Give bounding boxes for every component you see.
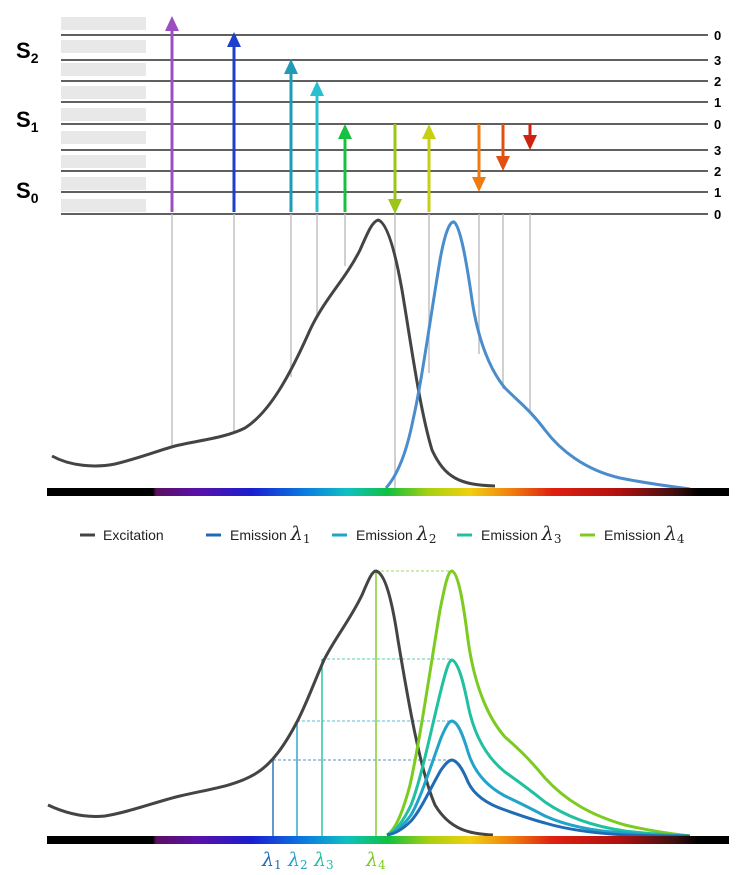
emission-arrow xyxy=(523,124,537,150)
spectrum-bar-top xyxy=(47,488,729,496)
legend-item-excitation: Excitation xyxy=(80,527,164,543)
vib-label: 3 xyxy=(714,143,721,158)
guide-lines xyxy=(273,570,452,761)
vib-label: 1 xyxy=(714,185,721,200)
excitation-curve-bottom xyxy=(47,569,494,837)
emission-curve-lambda3 xyxy=(386,658,691,838)
state-label-s0: S0 xyxy=(16,178,39,206)
lambda-1-label: λ1 xyxy=(261,849,282,872)
vibration-bands xyxy=(61,17,146,212)
absorption-arrow xyxy=(227,32,241,212)
emission-curve-lambda4 xyxy=(386,569,691,838)
projection-lines xyxy=(171,214,531,488)
emission-arrows xyxy=(388,124,537,214)
svg-text:Excitation: Excitation xyxy=(103,527,164,543)
state-label-s2: S2 xyxy=(16,38,39,66)
legend-item-emission-1: Emission λ1 xyxy=(206,523,310,546)
vib-label: 3 xyxy=(714,53,721,68)
vib-label: 2 xyxy=(714,164,721,179)
spectrum-bar-bottom xyxy=(47,836,729,844)
state-labels: S2 S1 S0 xyxy=(16,38,39,206)
lambda-4-label: λ4 xyxy=(365,849,386,872)
wavelength-verticals xyxy=(272,571,377,838)
absorption-arrow xyxy=(338,124,352,212)
vib-label: 1 xyxy=(714,95,721,110)
emission-curve-lambda2 xyxy=(386,719,691,838)
legend-item-emission-2: Emission λ2 xyxy=(332,523,436,546)
lambda-3-label: λ3 xyxy=(313,849,334,872)
vib-label: 2 xyxy=(714,74,721,89)
wavelength-labels: λ1 λ2 λ3 λ4 xyxy=(261,849,386,872)
emission-arrow xyxy=(496,124,510,171)
absorption-arrows xyxy=(165,16,436,212)
absorption-arrow xyxy=(310,81,324,212)
energy-levels xyxy=(61,34,708,215)
state-label-s1: S1 xyxy=(16,107,39,135)
vibrational-level-labels: 0 3 2 1 0 3 2 1 0 xyxy=(714,28,721,222)
absorption-arrow xyxy=(422,124,436,212)
emission-curve xyxy=(384,220,691,491)
emission-arrow xyxy=(388,124,402,214)
legend: Excitation Emission λ1 Emission λ2 Emissio… xyxy=(80,523,685,546)
vib-label: 0 xyxy=(714,117,721,132)
emission-curve-lambda1 xyxy=(386,758,691,838)
vib-label: 0 xyxy=(714,28,721,43)
excitation-curve xyxy=(51,218,496,488)
absorption-arrow xyxy=(284,59,298,212)
legend-item-emission-4: Emission λ4 xyxy=(580,523,685,546)
absorption-arrow xyxy=(165,16,179,212)
legend-item-emission-3: Emission λ3 xyxy=(457,523,561,546)
vib-label: 0 xyxy=(714,207,721,222)
emission-arrow xyxy=(472,124,486,192)
lambda-2-label: λ2 xyxy=(287,849,308,872)
